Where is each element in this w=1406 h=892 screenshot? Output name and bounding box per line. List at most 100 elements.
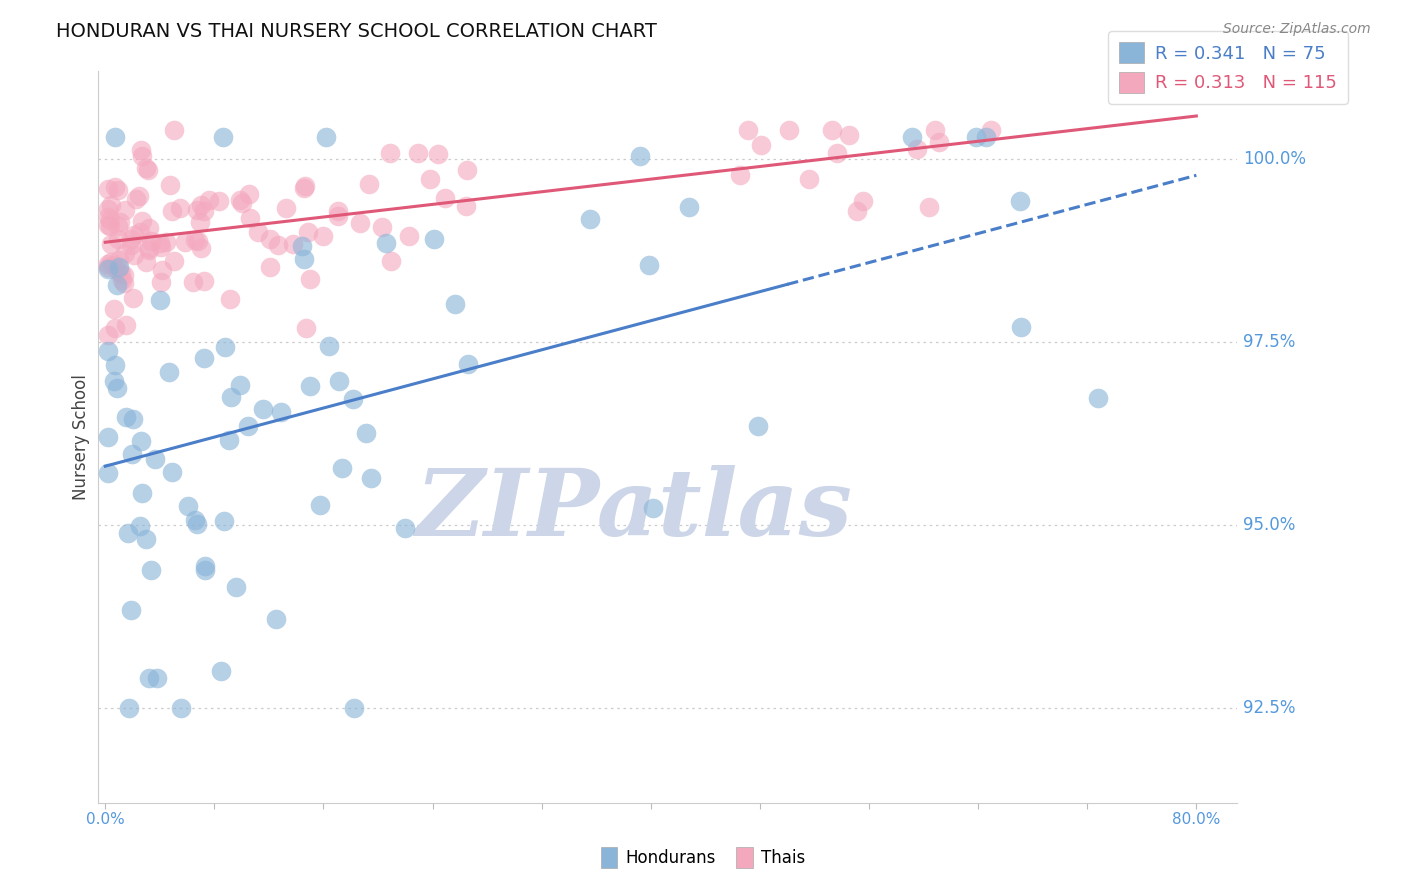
Point bbox=[928, 135, 950, 149]
Point bbox=[120, 602, 142, 616]
Point bbox=[246, 225, 269, 239]
Point bbox=[259, 260, 281, 274]
Point bbox=[821, 123, 844, 137]
Point bbox=[229, 193, 252, 207]
Point bbox=[190, 215, 212, 229]
Point bbox=[628, 149, 651, 163]
Point bbox=[295, 321, 318, 335]
Point bbox=[100, 236, 122, 251]
Point bbox=[149, 293, 172, 307]
Point bbox=[112, 268, 135, 283]
Point bbox=[328, 203, 350, 218]
Point bbox=[378, 145, 401, 160]
Point bbox=[678, 200, 700, 214]
Point bbox=[97, 182, 120, 196]
Point bbox=[444, 296, 467, 310]
Point bbox=[163, 123, 186, 137]
Point bbox=[827, 145, 849, 160]
Legend: Hondurans, Thais: Hondurans, Thais bbox=[593, 840, 813, 875]
Point bbox=[238, 187, 260, 202]
Point bbox=[419, 171, 441, 186]
Point bbox=[846, 204, 869, 219]
Point bbox=[107, 219, 129, 234]
Point bbox=[135, 161, 157, 175]
Point bbox=[218, 433, 240, 447]
Point bbox=[128, 188, 150, 202]
Text: HONDURAN VS THAI NURSERY SCHOOL CORRELATION CHART: HONDURAN VS THAI NURSERY SCHOOL CORRELAT… bbox=[56, 22, 657, 41]
Point bbox=[100, 198, 122, 212]
Point bbox=[291, 239, 314, 253]
Point bbox=[104, 179, 127, 194]
Point bbox=[122, 248, 145, 262]
Point bbox=[107, 232, 129, 246]
Point bbox=[97, 210, 120, 224]
Text: 95.0%: 95.0% bbox=[1243, 516, 1295, 533]
Point bbox=[298, 272, 321, 286]
Point bbox=[349, 216, 371, 230]
Point bbox=[160, 465, 183, 479]
Point bbox=[135, 532, 157, 546]
Point bbox=[98, 212, 121, 227]
Point bbox=[129, 518, 152, 533]
Point bbox=[103, 302, 125, 317]
Point bbox=[728, 168, 751, 182]
Point bbox=[276, 201, 298, 215]
Point bbox=[105, 277, 128, 292]
Point bbox=[186, 517, 208, 532]
Y-axis label: Nursery School: Nursery School bbox=[72, 374, 90, 500]
Point bbox=[107, 260, 129, 274]
Point bbox=[103, 258, 125, 272]
Point bbox=[138, 220, 160, 235]
Point bbox=[398, 229, 420, 244]
Point bbox=[194, 563, 217, 577]
Point bbox=[408, 145, 430, 160]
Point bbox=[125, 192, 148, 206]
Point bbox=[107, 183, 129, 197]
Point bbox=[97, 202, 120, 216]
Point bbox=[312, 229, 335, 244]
Point bbox=[965, 130, 987, 145]
Point bbox=[149, 235, 172, 250]
Point bbox=[637, 258, 659, 272]
Text: Source: ZipAtlas.com: Source: ZipAtlas.com bbox=[1223, 22, 1371, 37]
Point bbox=[104, 358, 127, 372]
Point bbox=[198, 193, 221, 207]
Legend: R = 0.341   N = 75, R = 0.313   N = 115: R = 0.341 N = 75, R = 0.313 N = 115 bbox=[1108, 31, 1348, 103]
Point bbox=[104, 130, 127, 145]
Point bbox=[108, 215, 131, 229]
Text: 80.0%: 80.0% bbox=[1173, 812, 1220, 827]
Point bbox=[107, 264, 129, 278]
Point bbox=[294, 252, 316, 266]
Point bbox=[115, 409, 138, 424]
Point bbox=[160, 204, 183, 219]
Point bbox=[112, 276, 135, 290]
Point bbox=[138, 243, 160, 257]
Point bbox=[456, 163, 478, 178]
Point bbox=[129, 434, 152, 449]
Point bbox=[219, 292, 242, 306]
Point bbox=[357, 177, 380, 191]
Point bbox=[114, 318, 136, 332]
Point bbox=[219, 390, 242, 404]
Point bbox=[193, 274, 215, 288]
Point bbox=[330, 461, 353, 475]
Point bbox=[394, 521, 416, 535]
Point bbox=[259, 231, 281, 245]
Point bbox=[308, 499, 330, 513]
Point bbox=[150, 240, 173, 254]
Point bbox=[901, 130, 924, 145]
Point bbox=[97, 344, 120, 359]
Point bbox=[181, 275, 204, 289]
Point bbox=[266, 612, 288, 626]
Point bbox=[163, 253, 186, 268]
Point bbox=[292, 181, 315, 195]
Point bbox=[104, 320, 127, 334]
Point bbox=[97, 257, 120, 271]
Point bbox=[315, 130, 337, 145]
Point bbox=[193, 203, 215, 218]
Point bbox=[98, 219, 121, 234]
Point bbox=[371, 220, 394, 235]
Point bbox=[1008, 194, 1031, 209]
Point bbox=[267, 238, 290, 252]
Point bbox=[174, 235, 197, 249]
